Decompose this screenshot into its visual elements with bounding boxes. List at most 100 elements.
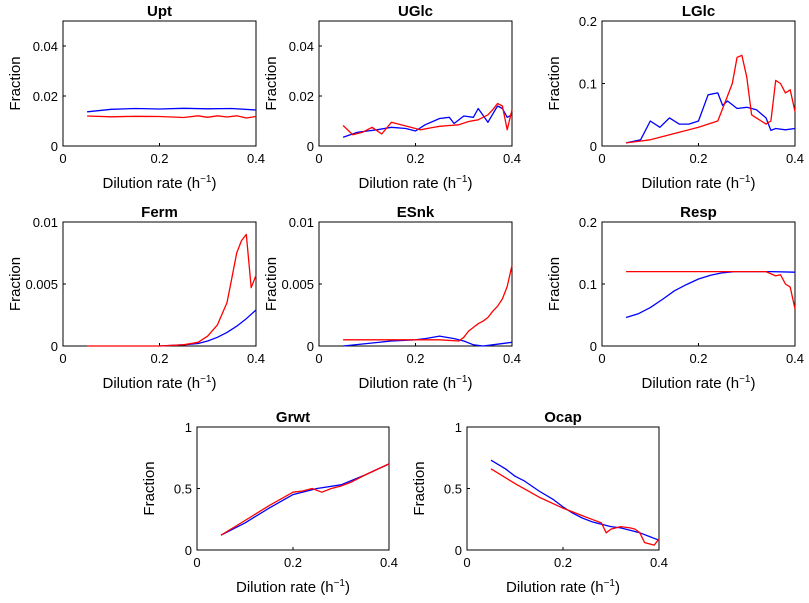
y-tick-label: 0.5 xyxy=(174,482,192,497)
panel-ferm: 0 0.2 0.4 0 0.005 0.01 Ferm Dilution rate (h−1)… xyxy=(7,204,265,392)
series-line-blue xyxy=(342,105,513,138)
y-tick-label: 0 xyxy=(51,339,58,354)
x-axis-label: Dilution rate (h−1) xyxy=(359,174,473,192)
series-line-red xyxy=(87,233,257,347)
panel-title: Ocap xyxy=(544,409,582,426)
x-axis-label-text: Dilution rate xyxy=(359,175,439,192)
x-tick-label: 0 xyxy=(463,555,470,570)
panel-lglc: 0 0.2 0.4 0 0.1 0.2 LGlc Dilution rate (h−1) Fra… xyxy=(546,3,804,192)
x-axis-label: Dilution rate (h−1) xyxy=(103,374,217,392)
x-tick-label: 0.4 xyxy=(786,351,804,366)
y-tick-label: 1 xyxy=(455,420,462,435)
axes-box xyxy=(196,426,390,551)
axes-box xyxy=(601,221,796,347)
y-axis-label: Fraction xyxy=(411,461,428,515)
axes-box xyxy=(318,221,513,347)
x-axis-label: Dilution rate (h−1) xyxy=(642,374,756,392)
y-tick-label: 0.01 xyxy=(289,215,314,230)
panel-resp: 0 0.2 0.4 0 0.1 0.2 Resp Dilution rate (h−1) Fra… xyxy=(546,204,804,392)
x-tick-label: 0 xyxy=(315,151,322,166)
x-axis-label-text: Dilution rate xyxy=(642,175,722,192)
panel-title: Upt xyxy=(147,3,172,20)
x-axis-label: Dilution rate (h−1) xyxy=(103,174,217,192)
series-line-red xyxy=(343,265,513,342)
y-tick-label: 1 xyxy=(185,420,192,435)
panel-ocap: 0 0.2 0.4 0 0.5 1 Ocap Dilution rate (h−1) Fract… xyxy=(411,409,668,596)
x-tick-label: 0.2 xyxy=(406,151,424,166)
x-axis-label-text: Dilution rate xyxy=(103,375,183,392)
x-tick-label: 0.2 xyxy=(150,351,168,366)
series-line-red xyxy=(490,468,660,546)
x-axis-label-text: Dilution rate xyxy=(236,579,316,596)
axes-box xyxy=(601,20,796,147)
series-line-red xyxy=(342,102,513,136)
series-line-red xyxy=(87,115,257,119)
y-tick-label: 0 xyxy=(51,139,58,154)
y-tick-label: 0 xyxy=(455,543,462,558)
y-tick-label: 0 xyxy=(590,139,597,154)
panel-upt: 0 0.2 0.4 0 0.02 0.04 Upt Dilution rate (h−1) Fr… xyxy=(7,3,265,192)
axes-box xyxy=(62,221,257,347)
x-tick-label: 0.4 xyxy=(503,351,521,366)
panel-title: Grwt xyxy=(276,409,310,426)
x-tick-label: 0.2 xyxy=(150,151,168,166)
x-axis-label: Dilution rate (h−1) xyxy=(506,578,620,596)
y-tick-label: 0.02 xyxy=(289,89,314,104)
y-axis-label: Fraction xyxy=(263,257,280,311)
x-tick-label: 0.4 xyxy=(503,151,521,166)
x-tick-label: 0.2 xyxy=(406,351,424,366)
y-tick-label: 0.2 xyxy=(579,14,597,29)
y-axis-label: Fraction xyxy=(7,257,24,311)
y-tick-label: 0.1 xyxy=(579,77,597,92)
y-tick-label: 0.5 xyxy=(444,482,462,497)
panel-title: LGlc xyxy=(682,3,715,20)
x-tick-label: 0 xyxy=(193,555,200,570)
series-line-red xyxy=(626,54,796,144)
y-axis-label: Fraction xyxy=(546,56,563,110)
y-tick-label: 0.04 xyxy=(289,39,314,54)
series-line-blue xyxy=(625,92,796,144)
x-tick-label: 0.4 xyxy=(786,151,804,166)
y-tick-label: 0 xyxy=(185,543,192,558)
x-tick-label: 0 xyxy=(598,351,605,366)
axes-box xyxy=(62,20,257,147)
x-axis-label-text: Dilution rate xyxy=(359,375,439,392)
axes-box xyxy=(318,20,513,147)
x-tick-label: 0.2 xyxy=(689,351,707,366)
y-tick-label: 0.02 xyxy=(33,89,58,104)
y-tick-label: 0 xyxy=(307,339,314,354)
y-tick-label: 0.005 xyxy=(25,277,58,292)
x-tick-label: 0 xyxy=(315,351,322,366)
y-tick-label: 0.005 xyxy=(281,277,314,292)
series-line-blue xyxy=(490,459,660,541)
x-axis-label-text: Dilution rate xyxy=(103,175,183,192)
x-tick-label: 0 xyxy=(598,151,605,166)
x-tick-label: 0.4 xyxy=(247,351,265,366)
x-axis-label-text: Dilution rate xyxy=(506,579,586,596)
y-tick-label: 0 xyxy=(590,339,597,354)
axes-box xyxy=(466,426,660,551)
panel-uglc: 0 0.2 0.4 0 0.02 0.04 UGlc Dilution rate (h−1) F… xyxy=(263,3,521,192)
y-axis-label: Fraction xyxy=(141,461,158,515)
series-line-blue xyxy=(87,107,257,113)
series-line-blue xyxy=(343,335,513,347)
y-tick-label: 0 xyxy=(307,139,314,154)
x-tick-label: 0.2 xyxy=(284,555,302,570)
y-tick-label: 0.04 xyxy=(33,39,58,54)
series-line-red xyxy=(626,270,796,309)
y-tick-label: 0.1 xyxy=(579,277,597,292)
x-tick-label: 0.2 xyxy=(554,555,572,570)
x-axis-label-text: Dilution rate xyxy=(642,375,722,392)
panel-esnk: 0 0.2 0.4 0 0.005 0.01 ESnk Dilution rate (h−1)… xyxy=(263,204,521,392)
y-axis-label: Fraction xyxy=(263,56,280,110)
panel-title: Ferm xyxy=(141,204,178,221)
x-tick-label: 0.4 xyxy=(247,151,265,166)
panel-grwt: 0 0.2 0.4 0 0.5 1 Grwt Dilution rate (h−1) Fract… xyxy=(141,409,398,596)
panel-title: ESnk xyxy=(397,204,435,221)
x-axis-label: Dilution rate (h−1) xyxy=(642,174,756,192)
y-tick-label: 0.2 xyxy=(579,215,597,230)
series-line-red xyxy=(220,463,390,536)
y-axis-label: Fraction xyxy=(7,56,24,110)
x-axis-label: Dilution rate (h−1) xyxy=(359,374,473,392)
